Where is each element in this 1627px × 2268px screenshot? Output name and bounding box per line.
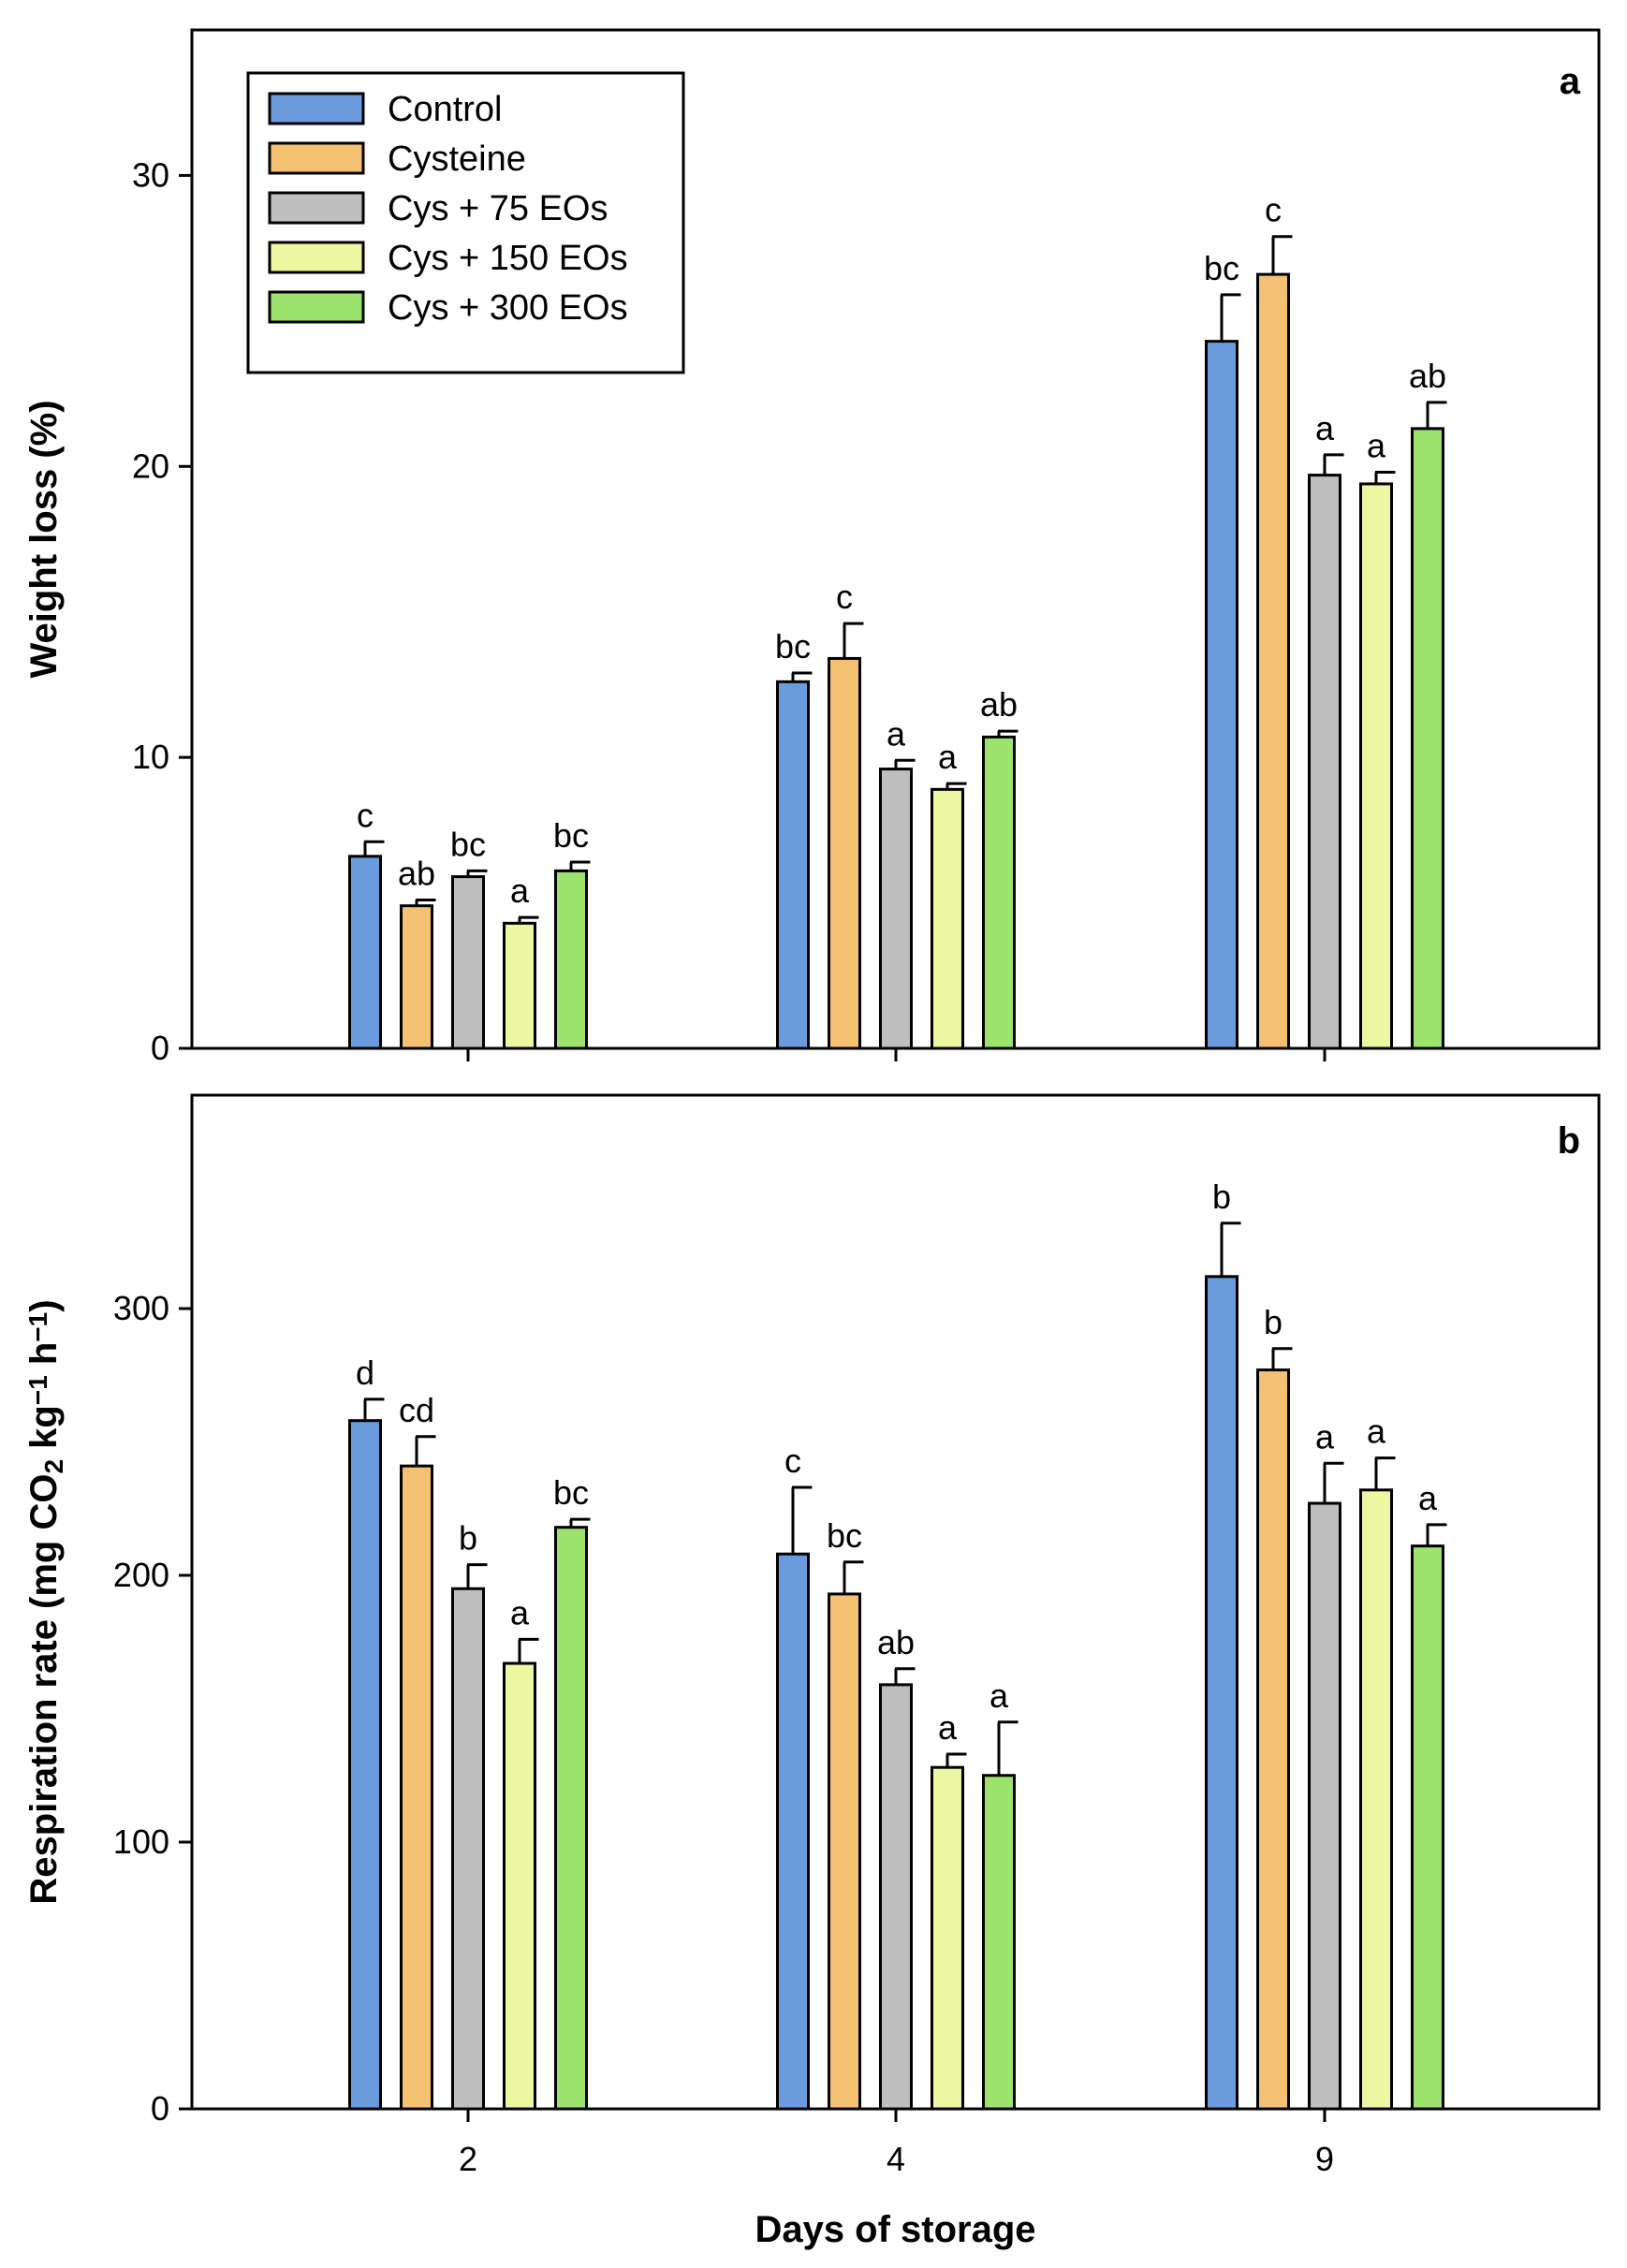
significance-letter: d	[356, 1353, 374, 1392]
legend-swatch	[268, 191, 365, 225]
bar-cys-75-eos-day-9	[1308, 474, 1341, 1050]
bar-cys-150-eos-day-2	[503, 921, 536, 1050]
legend-label: Cysteine	[388, 139, 526, 179]
legend-label: Cys + 300 EOs	[388, 288, 628, 328]
bar-cys-300-eos-day-9	[1411, 1544, 1444, 2111]
bar-cys-300-eos-day-4	[982, 735, 1016, 1050]
significance-letter: a	[887, 714, 906, 753]
significance-letter: b	[1264, 1303, 1283, 1341]
significance-letter: c	[357, 796, 374, 834]
significance-letter: bc	[1204, 249, 1239, 287]
y-axis-title-part: −1	[23, 1375, 52, 1405]
significance-letter: cd	[399, 1391, 434, 1429]
significance-letter: a	[510, 871, 530, 910]
bar-cysteine-day-2	[400, 904, 433, 1050]
bar-control-day-4	[776, 680, 810, 1050]
legend-swatch	[268, 290, 365, 324]
y-axis-title-part: kg	[23, 1405, 65, 1459]
significance-letter: ab	[1409, 357, 1446, 395]
y-axis-title-part: Respiration rate (mg CO	[23, 1474, 65, 1905]
y-axis-title-part: −1	[23, 1312, 52, 1342]
bar-cysteine-day-4	[828, 656, 861, 1050]
significance-letter: c	[1265, 191, 1282, 229]
y-axis-title-part: )	[23, 1299, 65, 1311]
bar-control-day-9	[1205, 1275, 1239, 2111]
bar-cys-150-eos-day-9	[1359, 1488, 1393, 2111]
x-tick-label: 4	[887, 2140, 905, 2178]
significance-letter: ab	[877, 1623, 915, 1661]
significance-letter: a	[1367, 427, 1386, 465]
significance-letter: a	[938, 1708, 958, 1747]
significance-letter: a	[1367, 1412, 1386, 1451]
bar-cys-300-eos-day-2	[554, 1526, 588, 2111]
significance-letter: c	[836, 578, 853, 616]
bar-cysteine-day-9	[1256, 1368, 1290, 2111]
y-tick-label: 0	[151, 1029, 169, 1067]
x-axis-title: Days of storage	[755, 2209, 1035, 2250]
significance-letter: a	[1315, 409, 1335, 447]
y-tick-label: 10	[132, 738, 169, 776]
significance-letter: bc	[553, 1473, 589, 1512]
y-tick-label: 300	[113, 1289, 169, 1327]
x-tick-label: 9	[1315, 2140, 1334, 2178]
significance-letter: bc	[827, 1516, 862, 1555]
y-tick-label: 30	[132, 155, 169, 194]
bar-cys-75-eos-day-4	[879, 1683, 913, 2111]
significance-letter: a	[510, 1593, 530, 1631]
bar-cys-300-eos-day-4	[982, 1774, 1016, 2111]
legend-swatch	[268, 141, 365, 175]
x-tick-label: 2	[459, 2140, 477, 2178]
bar-control-day-9	[1205, 340, 1239, 1050]
panel-letter: a	[1560, 61, 1581, 102]
y-tick-label: 200	[113, 1556, 169, 1594]
significance-letter: bc	[553, 816, 589, 855]
legend-label: Cys + 150 EOs	[388, 239, 628, 278]
significance-letter: a	[1315, 1417, 1335, 1456]
legend-label: Control	[388, 90, 503, 129]
bar-cysteine-day-9	[1256, 272, 1290, 1050]
y-tick-label: 100	[113, 1822, 169, 1861]
bar-cys-300-eos-day-2	[554, 869, 588, 1050]
bar-cys-75-eos-day-2	[451, 1587, 485, 2111]
bar-cysteine-day-4	[828, 1592, 861, 2111]
legend: Control Cysteine Cys + 75 EOs Cys + 150 EOs…	[246, 71, 685, 374]
bar-control-day-2	[348, 1419, 382, 2111]
significance-letter: c	[784, 1441, 801, 1480]
y-axis-title-part: h	[23, 1342, 65, 1376]
bar-cys-150-eos-day-4	[931, 1765, 964, 2111]
bar-cys-75-eos-day-9	[1308, 1501, 1341, 2111]
significance-letter: b	[1212, 1178, 1231, 1216]
significance-letter: a	[989, 1676, 1009, 1715]
significance-letter: a	[938, 738, 958, 776]
legend-label: Cys + 75 EOs	[388, 189, 608, 228]
significance-letter: ab	[398, 854, 435, 892]
significance-letter: bc	[775, 627, 811, 666]
significance-letter: bc	[450, 825, 486, 863]
bar-cys-150-eos-day-2	[503, 1661, 536, 2111]
significance-letter: ab	[980, 685, 1018, 724]
bar-cys-75-eos-day-4	[879, 768, 913, 1050]
bar-cys-150-eos-day-4	[931, 787, 964, 1050]
y-axis-title: Respiration rate (mg CO2 kg−1 h−1)	[23, 1299, 68, 1904]
bar-cysteine-day-2	[400, 1464, 433, 2111]
bar-cys-75-eos-day-2	[451, 875, 485, 1050]
bar-control-day-4	[776, 1552, 810, 2111]
bar-control-day-2	[348, 855, 382, 1050]
legend-swatch	[268, 92, 365, 125]
y-tick-label: 20	[132, 446, 169, 485]
bar-cys-300-eos-day-9	[1411, 427, 1444, 1050]
legend-swatch	[268, 241, 365, 274]
y-tick-label: 0	[151, 2089, 169, 2128]
y-axis-title-part: 2	[39, 1459, 68, 1474]
bar-cys-150-eos-day-9	[1359, 482, 1393, 1050]
y-axis-title: Weight loss (%)	[23, 400, 65, 678]
panel-letter: b	[1558, 1120, 1580, 1162]
significance-letter: b	[459, 1519, 477, 1558]
significance-letter: a	[1418, 1479, 1438, 1517]
